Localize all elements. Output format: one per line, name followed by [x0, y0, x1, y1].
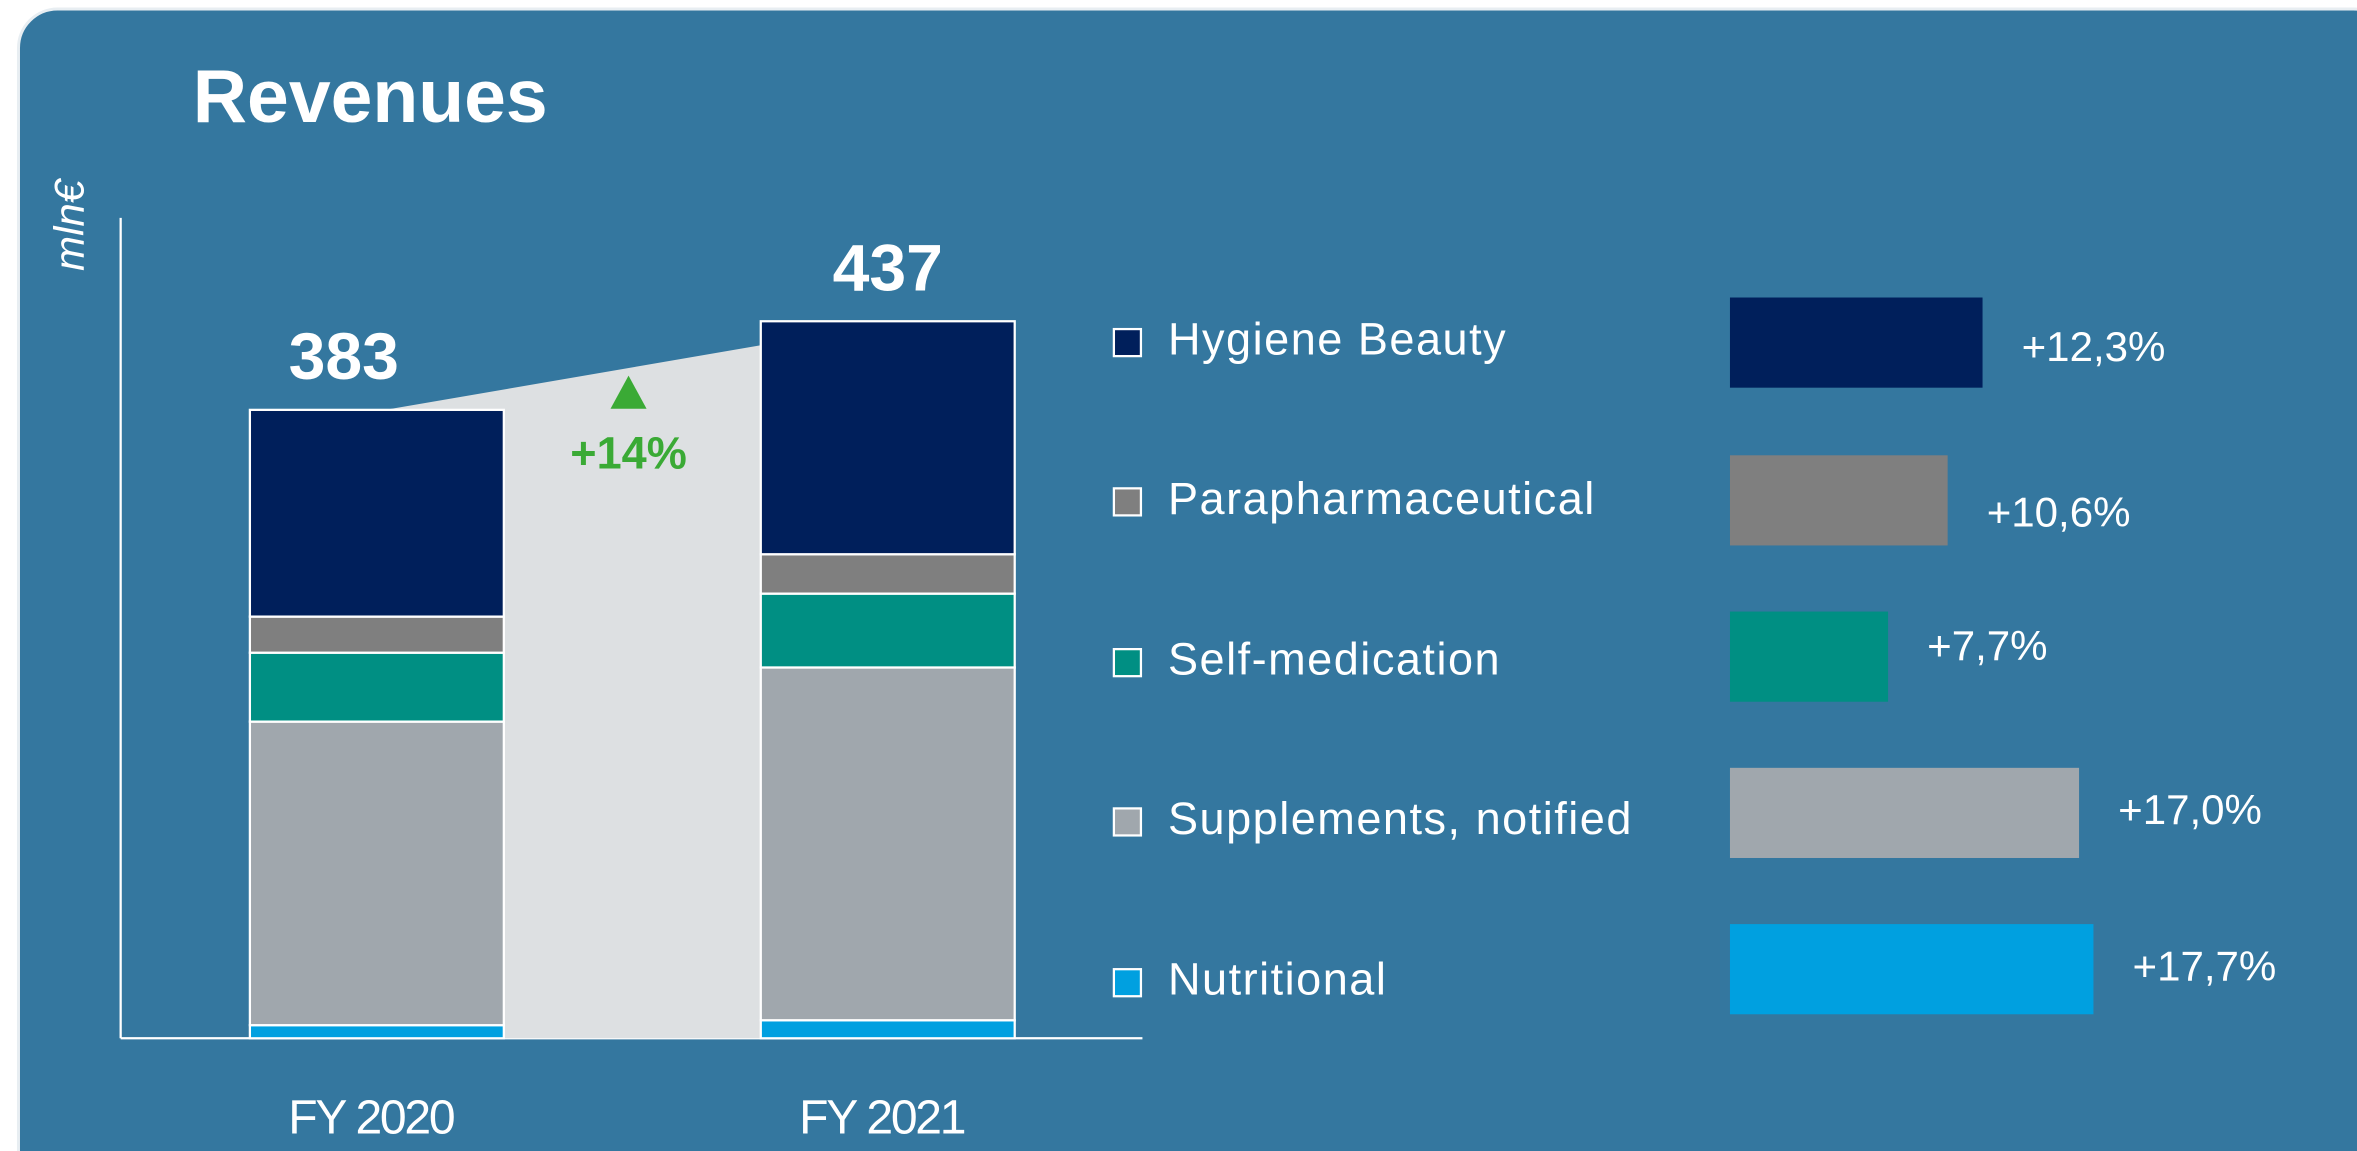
bar-segment: [248, 720, 505, 1027]
growth-annotation: +14%: [570, 428, 687, 479]
chart-title: Revenues: [193, 54, 548, 138]
bar-segment: [759, 553, 1016, 595]
bar-segment: [759, 592, 1016, 669]
value-label: +17,7%: [2133, 942, 2277, 989]
bar-segment: [759, 666, 1016, 1022]
y-axis-label: mln€: [46, 177, 93, 271]
growth-band: [385, 345, 761, 1039]
bar-segment: [759, 1019, 1016, 1040]
bar: [1729, 455, 1948, 546]
legend-swatch: [1112, 487, 1143, 517]
bar: [1729, 767, 2080, 858]
total-label: 437: [833, 232, 943, 306]
value-label: +17,0%: [2118, 786, 2262, 833]
total-label: 383: [289, 320, 399, 394]
legend-swatch: [1112, 968, 1143, 998]
legend-label: Hygiene Beauty: [1168, 314, 1507, 365]
legend-label: Nutritional: [1168, 954, 1387, 1005]
value-label: +7,7%: [1927, 622, 2047, 669]
value-label: +12,3%: [2022, 323, 2166, 370]
bar: [1729, 924, 2094, 1015]
growth-arrow: [610, 375, 647, 409]
bar-segment: [248, 1024, 505, 1040]
bar-segment: [248, 651, 505, 723]
legend-label: Supplements, notified: [1168, 793, 1633, 844]
bar: [1729, 297, 1983, 388]
bar-segment: [759, 320, 1016, 556]
x-tick-label: FY 2020: [288, 1091, 454, 1145]
legend-label: Parapharmaceutical: [1168, 473, 1596, 524]
legend-label: Self-medication: [1168, 634, 1501, 685]
legend-swatch: [1112, 327, 1143, 358]
bar: [1729, 611, 1889, 702]
bar-segment: [248, 615, 505, 654]
x-tick-label: FY 2021: [799, 1091, 965, 1145]
legend-swatch: [1112, 807, 1143, 837]
bar-segment: [248, 408, 505, 618]
legend-swatch: [1112, 648, 1143, 678]
value-label: +10,6%: [1987, 489, 2131, 536]
